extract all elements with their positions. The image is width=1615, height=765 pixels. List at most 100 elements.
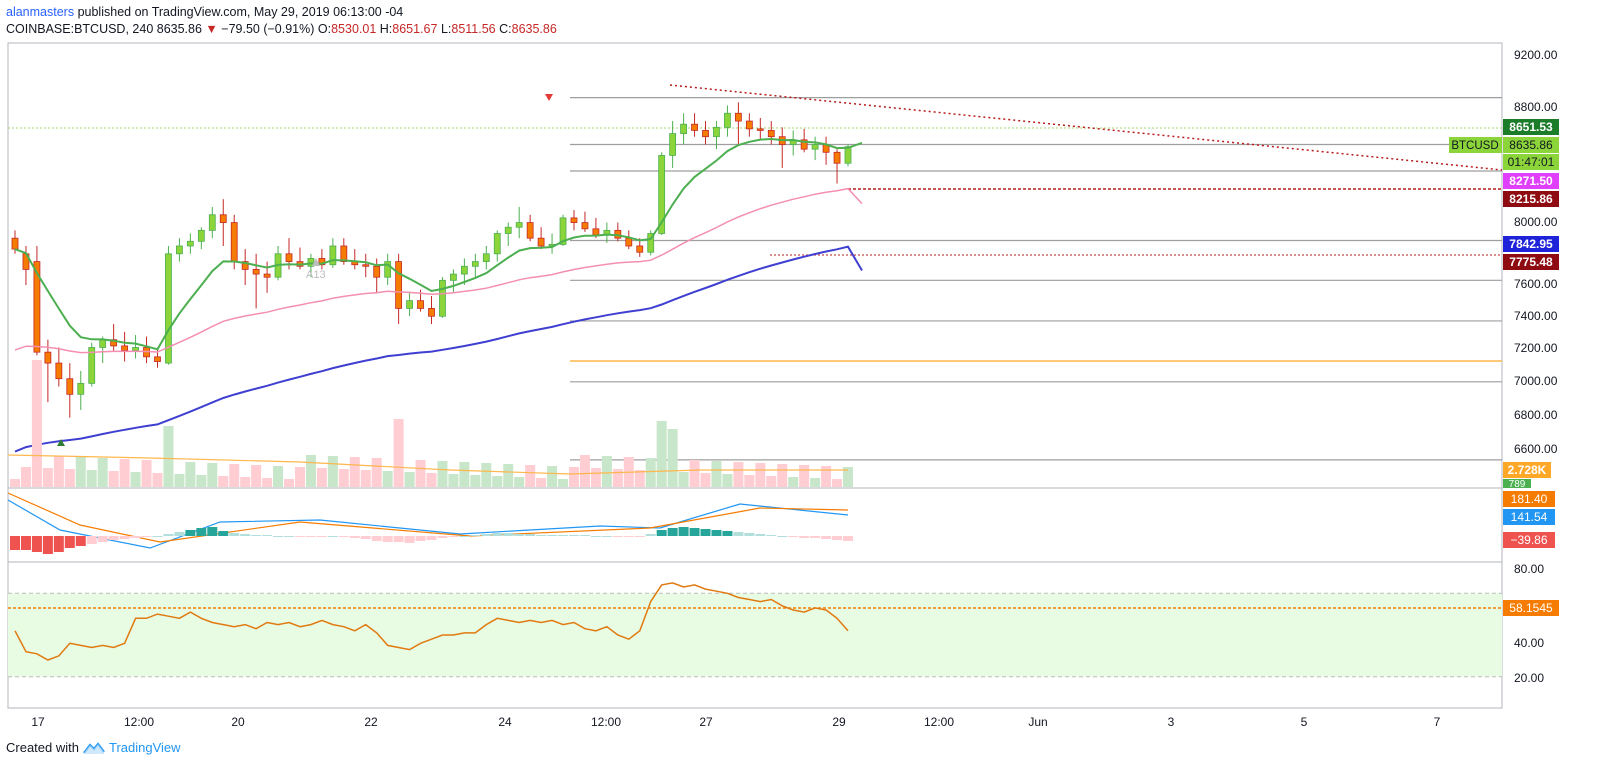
symbol-name: COINBASE:BTCUSD, 240	[6, 22, 154, 36]
macd-histogram-bar	[415, 536, 426, 541]
symbol-tag-box	[1449, 137, 1502, 153]
volume-ma-label: 2.728K	[1508, 463, 1547, 477]
time-tick-label: 20	[231, 715, 245, 729]
low-label: L:	[440, 22, 452, 36]
volume-bar	[10, 479, 20, 487]
rsi-label-box	[1503, 600, 1559, 616]
candle-body	[460, 265, 468, 275]
macd-histogram-bar	[744, 533, 755, 536]
volume-bar	[305, 455, 316, 487]
price-label-box	[1503, 154, 1559, 170]
macd-histogram-bar	[75, 536, 86, 546]
candle-body	[811, 144, 819, 150]
candle-body	[252, 269, 260, 275]
macd-histogram-bar	[349, 536, 360, 538]
price-tick-label: 7200.00	[1514, 341, 1558, 355]
macd-histogram-bar	[843, 536, 853, 541]
macd-histogram-bar	[185, 530, 196, 536]
candle-body	[745, 120, 753, 130]
macd-histogram-bar	[755, 534, 766, 536]
macd-histogram-bar	[470, 535, 481, 536]
candle-body	[340, 245, 348, 262]
volume-bar	[766, 476, 777, 487]
volume-bar	[349, 457, 360, 487]
volume-bar	[338, 469, 349, 487]
last-price: 8635.86	[156, 22, 202, 36]
candle-body	[526, 222, 534, 239]
candle-body	[702, 130, 709, 138]
price-label-box	[1503, 236, 1559, 252]
macd-histogram-bar	[163, 534, 174, 536]
volume-bar	[174, 474, 185, 487]
volume-bar	[503, 464, 514, 487]
macd-histogram-bar	[492, 533, 503, 536]
volume-bar	[656, 421, 667, 487]
volume-bar	[152, 473, 163, 487]
candle-body	[515, 222, 523, 228]
macd-histogram-bar	[305, 536, 316, 537]
candle-body	[756, 128, 764, 131]
volume-bar	[130, 472, 141, 487]
macd-histogram-bar	[86, 536, 97, 544]
volume-bar	[722, 474, 733, 487]
volume-bar	[240, 477, 251, 487]
candle-body	[241, 261, 249, 270]
candle-body	[428, 308, 435, 317]
volume-bar	[207, 463, 218, 487]
author-link[interactable]: alanmasters	[6, 5, 75, 19]
candle-body	[559, 217, 567, 245]
candle-body	[110, 339, 118, 347]
volume-bar	[755, 463, 766, 487]
macd-histogram-bar	[196, 528, 207, 536]
volume-bar	[525, 465, 536, 487]
open-value: 8530.01	[331, 22, 377, 36]
macd-histogram-bar	[558, 535, 569, 536]
publish-header: alanmasters published on TradingView.com…	[6, 4, 403, 20]
price-tick-label: 7000.00	[1514, 374, 1558, 388]
macd-histogram-bar	[10, 536, 20, 550]
candle-body	[176, 245, 183, 255]
volume-bar	[75, 457, 86, 487]
macd-histogram-bar	[667, 528, 678, 536]
volume-bar	[678, 472, 689, 487]
tradingview-brand[interactable]: TradingView	[108, 740, 181, 755]
price-tick-label: 7400.00	[1514, 309, 1558, 323]
volume-bar	[810, 478, 821, 487]
macd-histogram-bar	[393, 536, 404, 542]
macd-histogram-bar	[711, 530, 722, 536]
volume-bar	[393, 419, 404, 487]
macd-histogram-bar	[360, 536, 371, 539]
rsi-line	[14, 582, 849, 661]
macd-histogram-bar	[229, 533, 240, 536]
candle-body	[285, 253, 293, 262]
volume-bar	[273, 466, 284, 487]
volume-bar	[426, 473, 437, 487]
volume-bar	[108, 471, 119, 487]
volume-bar	[601, 456, 612, 487]
candle-body	[570, 217, 578, 223]
macd-histogram-bar	[207, 527, 218, 536]
macd-histogram-bar	[777, 536, 788, 537]
time-tick-label: 12:00	[124, 715, 154, 729]
macd-histogram-bar	[141, 536, 152, 537]
volume-bar	[316, 468, 327, 487]
candle-body	[88, 347, 96, 384]
price-label-box	[1503, 119, 1559, 135]
macd-histogram-bar	[262, 535, 273, 536]
volume-bar	[284, 479, 295, 487]
close-value: 8635.86	[511, 22, 557, 36]
volume-bar	[568, 467, 579, 487]
price-label-box	[1503, 137, 1559, 153]
macd-histogram-bar	[601, 536, 612, 537]
volume-ma-line	[7, 454, 848, 475]
macd-histogram-bar	[31, 536, 42, 552]
price-tick-label: 7600.00	[1514, 277, 1558, 291]
macd-histogram-bar	[579, 535, 590, 536]
macd-histogram-bar	[503, 533, 514, 536]
rsi-band	[8, 593, 1502, 677]
volume-bar	[437, 461, 448, 487]
candle-body	[417, 300, 424, 309]
time-tick-label: 12:00	[924, 715, 954, 729]
candle-body	[11, 237, 19, 250]
